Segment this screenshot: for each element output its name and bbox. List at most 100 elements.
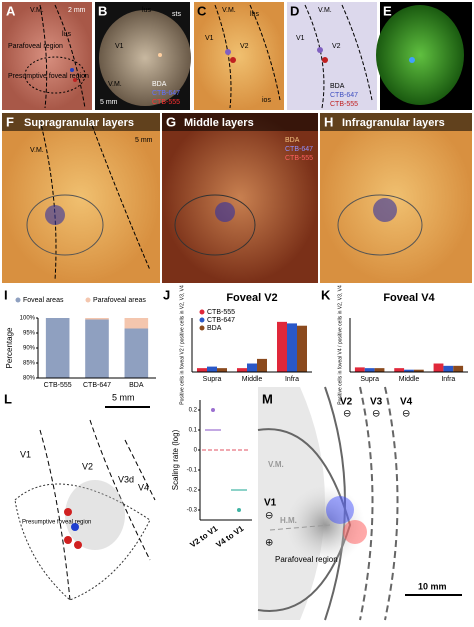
tracer-label: CTB-555	[285, 155, 313, 162]
panel-letter: K	[321, 287, 331, 302]
y-tick-label: 100%	[20, 316, 36, 322]
sulcus-label: ios	[262, 97, 271, 104]
panel-m: M V2 V3 V4 ⊖ ⊖ ⊖ V1 ⊖ ⊕ V.M. H.M. Parafo…	[257, 386, 472, 621]
bar	[394, 368, 405, 372]
panel-f: F Supragranular layers 5 mm V.M.	[2, 113, 160, 283]
legend-swatch	[199, 317, 205, 323]
scale-label: 5 mm	[135, 137, 153, 144]
panel-letter: A	[6, 3, 16, 18]
tracer-label: CTB-647	[285, 146, 313, 153]
area-label: V1	[296, 35, 305, 42]
legend-label: BDA	[207, 325, 222, 332]
vm-label: V.M.	[108, 81, 122, 88]
bar	[85, 319, 109, 378]
x-tick-label: Supra	[360, 376, 379, 383]
vm-label: V.M.	[318, 7, 332, 14]
sign: ⊕	[265, 538, 273, 549]
bar	[197, 368, 207, 372]
legend-label: Parafoveal areas	[93, 297, 146, 304]
vm-label: V.M.	[222, 7, 236, 14]
legend-swatch	[85, 297, 91, 303]
y-tick-label: -0.1	[187, 468, 198, 474]
scale-label: 10 mm	[418, 581, 447, 591]
bar	[85, 318, 109, 320]
panel-l: L 5 mm V1 V2 V3d V4 Presumptive foveal r…	[4, 391, 156, 601]
bar	[207, 366, 217, 372]
panel-letter: L	[4, 391, 12, 406]
panel-letter: C	[197, 3, 207, 18]
x-tick-label: V4 to V1	[214, 524, 245, 550]
tracer-label: CTB-647	[330, 92, 358, 99]
y-tick-label: 85%	[23, 361, 36, 367]
x-tick-label: Middle	[399, 376, 420, 383]
area-label: V2	[240, 43, 249, 50]
chart-title: Foveal V4	[383, 292, 435, 304]
legend-swatch	[15, 297, 21, 303]
area-label: V2	[332, 43, 341, 50]
legend-label: Foveal areas	[23, 297, 64, 304]
point	[211, 408, 215, 412]
area-label: V2	[340, 397, 353, 408]
panel-h: H Infragranular layers	[320, 113, 472, 283]
panel-letter: M	[262, 391, 273, 406]
sign: ⊖	[372, 409, 380, 420]
plot	[45, 318, 149, 378]
y-tick-label: 90%	[23, 346, 36, 352]
sign: ⊖	[343, 409, 351, 420]
panel-letter: J	[163, 287, 170, 302]
x-tick-label: Middle	[242, 376, 263, 383]
tracer-label: CTB-555	[152, 99, 180, 106]
area-label: V1	[264, 498, 277, 509]
x-tick-label: Infra	[285, 376, 299, 383]
panel-b: B lus sts V1 V.M. 5 mm BDA CTB-647 CTB-5…	[95, 2, 191, 110]
area-label: V4	[400, 397, 413, 408]
bar	[45, 318, 70, 378]
bar	[217, 368, 227, 372]
y-tick-label: 0.1	[189, 428, 198, 434]
panel-letter: D	[290, 3, 299, 18]
bar	[124, 328, 149, 378]
bar	[374, 368, 385, 372]
x-tick-label: Supra	[203, 376, 222, 383]
chart-title: Foveal V2	[226, 292, 277, 304]
panel-letter: E	[383, 3, 392, 18]
bar	[354, 367, 365, 372]
bar	[287, 323, 297, 372]
panel-title: Supragranular layers	[24, 117, 134, 129]
area-label: V1	[115, 43, 124, 50]
y-tick-label: 0.2	[189, 408, 198, 414]
bar	[247, 363, 257, 372]
area-label: V3d	[118, 474, 134, 484]
panel-letter: I	[4, 287, 8, 302]
region-label: Parafoveal region	[8, 43, 63, 50]
panel-c: C lus V.M. V1 V2 ios	[194, 2, 284, 110]
sulcus-label: sts	[172, 11, 181, 18]
panel-g: G Middle layers BDA CTB-647 CTB-555	[162, 113, 318, 283]
y-tick-label: 95%	[23, 331, 36, 337]
sulcus-label: lus	[142, 7, 151, 14]
panel-d: D V.M. V1 V2 BDA CTB-647 CTB-555	[287, 2, 377, 110]
sign: ⊖	[265, 511, 273, 522]
x-tick-label: CTB-647	[83, 382, 111, 389]
bar	[297, 325, 307, 372]
y-axis-label: Positive cells in foveal V2 / positive c…	[179, 285, 185, 405]
bar	[453, 365, 464, 372]
x-tick-label: Infra	[441, 376, 455, 383]
scale-label: 5 mm	[100, 99, 118, 106]
plot	[197, 321, 307, 372]
x-tick-label: CTB-555	[44, 382, 72, 389]
legend-label: CTB-647	[207, 317, 235, 324]
panel-letter: G	[166, 114, 176, 129]
tracer-label: CTB-647	[152, 90, 180, 97]
region-label: Presumptive foveal region	[22, 520, 91, 526]
scale-label: 5 mm	[112, 392, 135, 402]
y-axis-label: Percentage	[5, 327, 14, 368]
bar	[364, 368, 375, 372]
panel-letter: B	[98, 3, 107, 18]
panel-a: A 2 mm V.M. lus Parafoveal region Presum…	[2, 2, 92, 110]
panel-e: E	[376, 2, 472, 110]
area-label: V3	[370, 397, 383, 408]
sulcus-label: lus	[62, 31, 71, 38]
sign: ⊖	[402, 409, 410, 420]
